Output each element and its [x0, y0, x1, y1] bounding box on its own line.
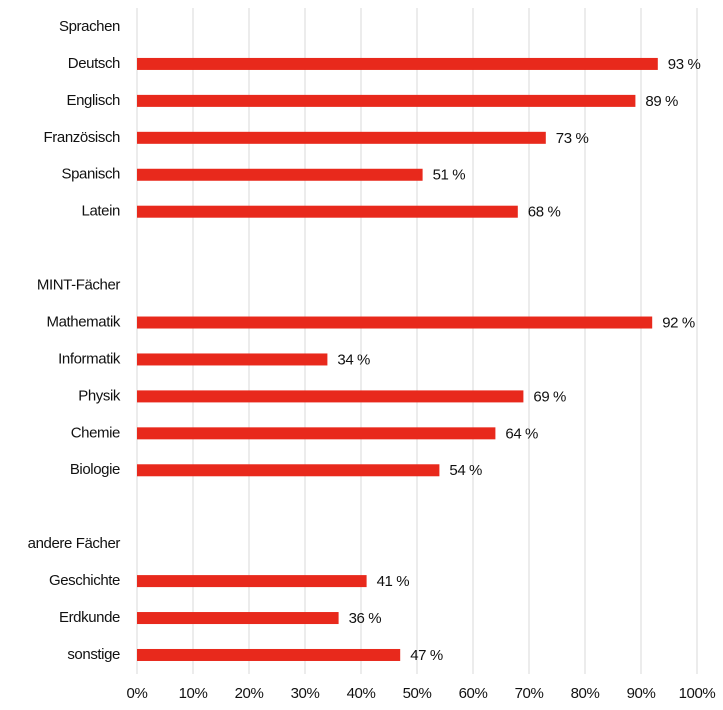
bar: [137, 57, 658, 70]
x-tick-label: 80%: [571, 685, 600, 702]
value-label: 41 %: [377, 573, 410, 590]
y-tick-label: Biologie: [70, 461, 120, 478]
x-tick-label: 100%: [679, 685, 716, 702]
x-tick-label: 30%: [291, 685, 320, 702]
y-tick-label: sonstige: [67, 646, 120, 663]
value-label: 34 %: [337, 351, 370, 368]
x-tick-label: 40%: [347, 685, 376, 702]
x-tick-label: 90%: [627, 685, 656, 702]
value-label: 64 %: [505, 425, 538, 442]
bar: [137, 205, 518, 218]
y-tick-label: Mathematik: [46, 313, 120, 330]
bar: [137, 390, 524, 403]
x-tick-label: 0%: [127, 685, 148, 702]
y-tick-label: Chemie: [71, 424, 120, 441]
value-label: 54 %: [449, 462, 482, 479]
bar: [137, 353, 328, 366]
value-label: 69 %: [533, 388, 566, 405]
value-label: 51 %: [433, 167, 466, 184]
y-tick-label: Geschichte: [49, 572, 120, 589]
value-label: 89 %: [645, 93, 678, 110]
y-tick-label: Physik: [78, 387, 121, 404]
value-label: 73 %: [556, 130, 589, 147]
y-tick-label: Deutsch: [68, 55, 120, 72]
bar: [137, 648, 401, 661]
bar: [137, 575, 367, 588]
value-label: 68 %: [528, 204, 561, 221]
value-label: 47 %: [410, 647, 443, 664]
value-label: 92 %: [662, 314, 695, 331]
value-label: 36 %: [349, 610, 382, 627]
x-tick-label: 70%: [515, 685, 544, 702]
y-tick-label: Informatik: [58, 350, 121, 367]
group-label: Sprachen: [59, 18, 120, 35]
y-tick-label: Erdkunde: [59, 609, 120, 626]
x-tick-label: 60%: [459, 685, 488, 702]
y-tick-label: Latein: [82, 203, 121, 220]
x-tick-label: 10%: [179, 685, 208, 702]
x-tick-label: 20%: [235, 685, 264, 702]
x-tick-label: 50%: [403, 685, 432, 702]
value-label: 93 %: [668, 56, 701, 73]
bar: [137, 612, 339, 625]
y-tick-label: Spanisch: [61, 166, 120, 183]
group-label: MINT-Fächer: [37, 277, 121, 294]
bar: [137, 94, 636, 107]
bar: [137, 316, 653, 329]
y-tick-label: Englisch: [67, 92, 121, 109]
bar: [137, 427, 496, 440]
y-tick-label: Französisch: [44, 129, 121, 146]
group-label: andere Fächer: [28, 535, 121, 552]
bar: [137, 131, 546, 144]
bar: [137, 464, 440, 477]
bar: [137, 168, 423, 181]
